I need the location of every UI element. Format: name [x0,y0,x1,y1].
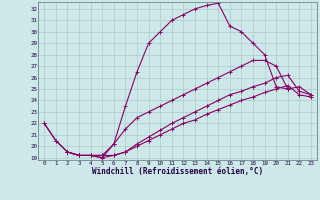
X-axis label: Windchill (Refroidissement éolien,°C): Windchill (Refroidissement éolien,°C) [92,167,263,176]
